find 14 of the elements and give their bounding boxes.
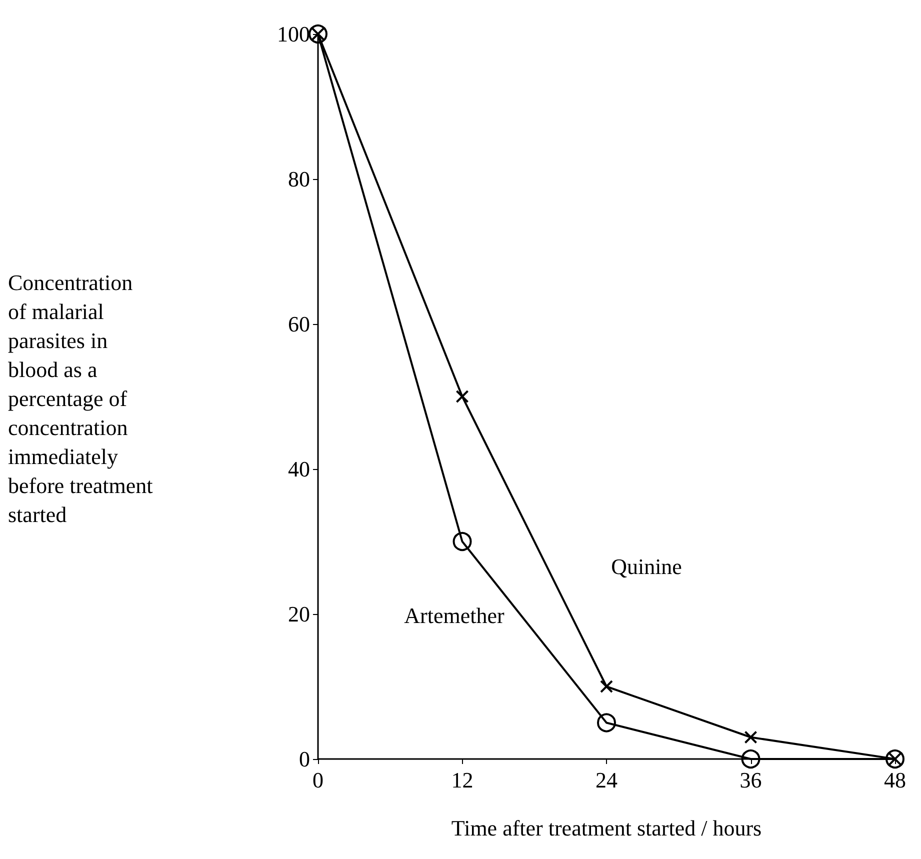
y-tick-label: 0 (299, 746, 310, 772)
y-tick-label: 100 (277, 22, 310, 46)
x-axis-title: Time after treatment started / hours (451, 816, 762, 840)
text: Quinine (611, 554, 682, 579)
text: Concentration of malarial parasites in blood as a percentage of concentration immediately before treatment started (8, 270, 153, 527)
x-tick-label: 24 (596, 768, 618, 792)
y-tick-label: 40 (288, 456, 310, 482)
y-tick-label: 20 (288, 602, 310, 626)
series-label: Artemether (404, 603, 506, 628)
x-tick-label: 36 (740, 768, 762, 792)
x-tick-label: 48 (884, 768, 906, 792)
x-tick-label: 12 (451, 768, 474, 792)
y-tick-label: 60 (288, 312, 310, 336)
y-tick-label: 80 (288, 166, 310, 192)
